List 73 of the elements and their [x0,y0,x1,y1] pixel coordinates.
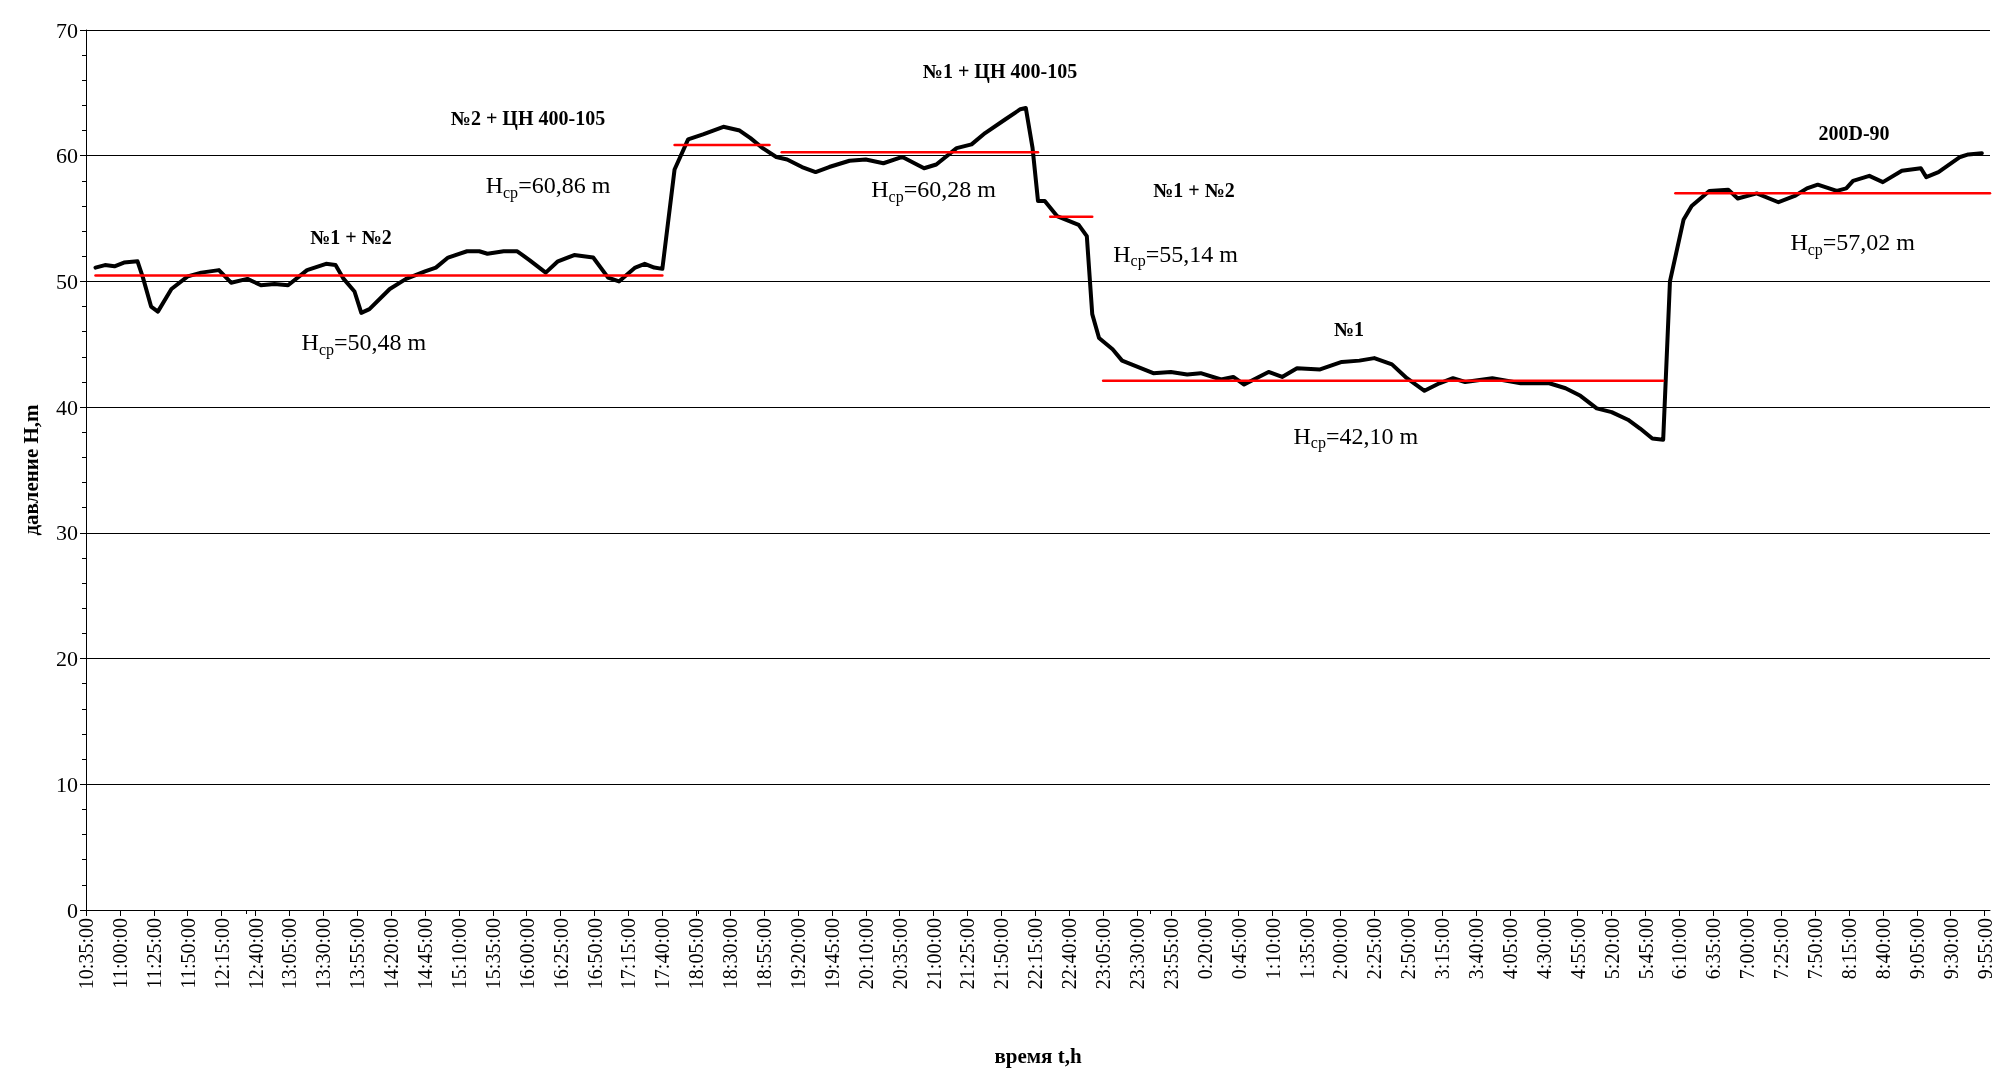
x-tick-label: 4:30:00 [1532,918,1555,980]
x-tick-label: 20:35:00 [888,918,911,990]
x-tick-label: 12:15:00 [210,918,233,990]
y-tick-label: 0 [67,897,78,923]
x-tick-label: 18:30:00 [719,918,742,990]
x-tick-label: 9:05:00 [1905,918,1928,980]
x-tick-label: 3:40:00 [1465,918,1488,980]
x-tick-label: 2:50:00 [1397,918,1420,980]
x-tick-label: 12:40:00 [244,918,267,990]
x-tick-label: 16:00:00 [515,918,538,990]
x-tick-label: 14:45:00 [414,918,437,990]
x-tick-label: 18:55:00 [753,918,776,990]
x-tick-label: 23:30:00 [1126,918,1148,990]
x-axis-title: время t,h [994,1043,1082,1068]
x-tick-label: 17:40:00 [651,918,674,990]
x-tick-label: 5:20:00 [1600,918,1623,980]
y-tick-label: 10 [56,771,78,797]
x-tick-label: 23:05:00 [1092,918,1115,990]
annotation: №1 + ЦН 400-105 [922,60,1078,83]
x-tick-label: 15:35:00 [481,918,504,990]
x-tick-label: 23:55:00 [1159,918,1182,990]
x-tick-label: 1:35:00 [1295,918,1318,980]
x-tick-label: 7:25:00 [1770,918,1793,980]
y-tick-label: 20 [56,646,78,672]
x-tick-label: 21:50:00 [990,918,1013,990]
annotation: 200D-90 [1818,122,1890,144]
y-tick-label: 70 [56,17,78,43]
x-tick-label: 0:45:00 [1227,918,1250,980]
x-tick-label: 15:10:00 [447,918,470,990]
x-tick-label: 3:15:00 [1431,918,1454,980]
x-tick-label: 8:40:00 [1871,918,1894,980]
x-tick-label: 18:05:00 [685,918,708,990]
x-tick-label: 9:30:00 [1939,918,1962,980]
y-tick-label: 60 [56,143,78,169]
x-tick-label: 13:30:00 [312,918,335,990]
x-tick-label: 21:25:00 [956,918,979,990]
x-tick-label: 10:35:00 [75,918,97,990]
x-tick-label: 11:50:00 [176,918,199,989]
x-tick-label: 5:45:00 [1634,918,1657,980]
x-tick-label: 7:50:00 [1804,918,1827,980]
x-tick-label: 1:10:00 [1261,918,1284,980]
x-tick-label: 11:00:00 [108,918,131,989]
annotation: №1 [1333,318,1365,340]
x-tick-label: 6:10:00 [1668,918,1691,980]
annotation: №1 + №2 [310,226,392,248]
x-tick-label: 0:20:00 [1193,918,1216,980]
x-tick-label: 16:25:00 [549,918,572,990]
x-tick-label: 22:15:00 [1024,918,1047,990]
x-tick-label: 4:55:00 [1566,918,1589,980]
y-tick-label: 30 [56,520,78,546]
x-tick-label: 9:55:00 [1973,918,1996,980]
x-tick-label: 2:25:00 [1363,918,1386,980]
y-tick-label: 40 [56,394,78,420]
x-tick-label: 16:50:00 [583,918,606,990]
y-tick-label: 50 [56,268,78,294]
x-tick-label: 11:25:00 [142,918,165,989]
x-tick-label: 4:05:00 [1498,918,1521,980]
annotation: №1 + №2 [1153,179,1235,201]
x-tick-label: 13:55:00 [346,918,369,990]
x-tick-label: 13:05:00 [278,918,301,990]
x-tick-label: 14:20:00 [380,918,403,990]
x-tick-label: 7:00:00 [1736,918,1759,980]
x-tick-label: 8:15:00 [1837,918,1860,980]
y-axis-title: давление H,m [18,403,43,536]
x-tick-label: 21:00:00 [922,918,945,990]
x-tick-label: 20:10:00 [854,918,877,990]
x-tick-label: 2:00:00 [1329,918,1352,980]
x-tick-label: 6:35:00 [1702,918,1725,980]
annotation: №2 + ЦН 400-105 [450,107,606,130]
x-tick-label: 19:20:00 [786,918,809,990]
x-tick-label: 22:40:00 [1058,918,1081,990]
x-tick-label: 17:15:00 [617,918,640,990]
x-tick-label: 19:45:00 [820,918,843,990]
